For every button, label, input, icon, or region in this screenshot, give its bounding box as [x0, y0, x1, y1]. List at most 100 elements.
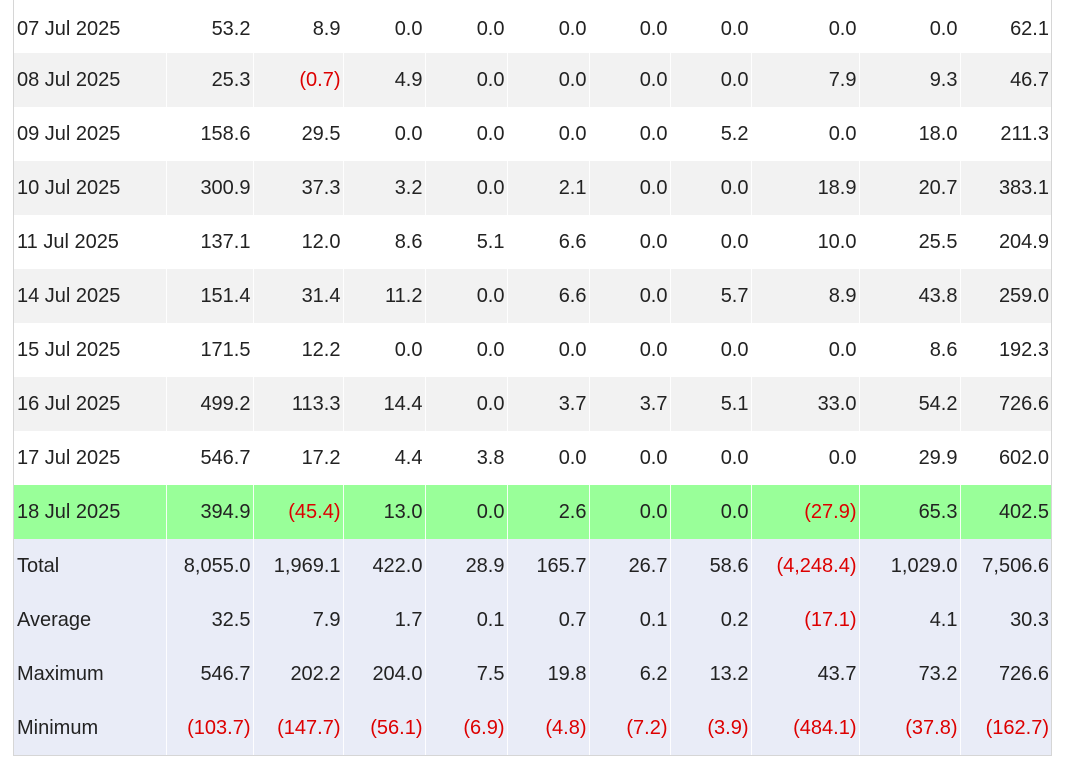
value-cell: (147.7) [253, 701, 344, 755]
average-row: Average 32.5 7.9 1.7 0.1 0.7 0.1 0.2 (17.1) 4.1 30… [14, 593, 1051, 647]
value-cell: 192.3 [960, 323, 1051, 377]
value-cell: 0.2 [670, 593, 752, 647]
value-cell: 0.0 [425, 323, 508, 377]
value-cell: 0.0 [589, 215, 671, 269]
value-cell: 8.9 [751, 269, 860, 323]
row-label: Minimum [14, 701, 167, 755]
value-cell: 20.7 [859, 161, 961, 215]
row-label: 17 Jul 2025 [14, 431, 167, 485]
table-row: 15 Jul 2025 171.5 12.2 0.0 0.0 0.0 0.0 0.0 0.0 8.… [14, 323, 1051, 377]
value-cell: 10.0 [751, 215, 860, 269]
row-label: 10 Jul 2025 [14, 161, 167, 215]
value-cell: 0.0 [425, 485, 508, 539]
value-cell: 394.9 [166, 485, 254, 539]
row-label: 18 Jul 2025 [14, 485, 167, 539]
value-cell: 12.0 [253, 215, 344, 269]
value-cell: 25.5 [859, 215, 961, 269]
value-cell: 32.5 [166, 593, 254, 647]
value-cell: (4.8) [507, 701, 590, 755]
value-cell: 3.2 [343, 161, 426, 215]
value-cell: 0.0 [425, 0, 508, 53]
value-cell: 58.6 [670, 539, 752, 593]
value-cell: 0.0 [507, 431, 590, 485]
value-cell: 0.0 [670, 323, 752, 377]
value-cell: 0.0 [670, 431, 752, 485]
value-cell: 602.0 [960, 431, 1051, 485]
value-cell: (7.2) [589, 701, 671, 755]
value-cell: 6.6 [507, 269, 590, 323]
value-cell: 8.6 [343, 215, 426, 269]
value-cell: 7.5 [425, 647, 508, 701]
value-cell: 259.0 [960, 269, 1051, 323]
value-cell: (37.8) [859, 701, 961, 755]
value-cell: 28.9 [425, 539, 508, 593]
table-row: 08 Jul 2025 25.3 (0.7) 4.9 0.0 0.0 0.0 0.0 7.9 9.… [14, 53, 1051, 107]
value-cell: 43.7 [751, 647, 860, 701]
value-cell: 0.0 [343, 323, 426, 377]
value-cell: 3.7 [507, 377, 590, 431]
value-cell: 0.0 [425, 107, 508, 161]
value-cell: 383.1 [960, 161, 1051, 215]
value-cell: 113.3 [253, 377, 344, 431]
row-label: Maximum [14, 647, 167, 701]
flow-data-table-container: 07 Jul 2025 53.2 8.9 0.0 0.0 0.0 0.0 0.0 0.0 0.0 6… [13, 0, 1052, 756]
value-cell: 18.9 [751, 161, 860, 215]
minimum-row: Minimum (103.7) (147.7) (56.1) (6.9) (4.8) (7.… [14, 701, 1051, 755]
value-cell: 3.8 [425, 431, 508, 485]
value-cell: 33.0 [751, 377, 860, 431]
value-cell: 0.0 [589, 323, 671, 377]
value-cell: 204.0 [343, 647, 426, 701]
value-cell: 5.1 [425, 215, 508, 269]
value-cell: 7,506.6 [960, 539, 1051, 593]
value-cell: 0.0 [670, 53, 752, 107]
value-cell: 29.9 [859, 431, 961, 485]
value-cell: 0.0 [343, 107, 426, 161]
value-cell: 11.2 [343, 269, 426, 323]
value-cell: (162.7) [960, 701, 1051, 755]
value-cell: 0.1 [589, 593, 671, 647]
value-cell: 151.4 [166, 269, 254, 323]
table-row: 14 Jul 2025 151.4 31.4 11.2 0.0 6.6 0.0 5.7 8.9 4… [14, 269, 1051, 323]
value-cell: 211.3 [960, 107, 1051, 161]
value-cell: 12.2 [253, 323, 344, 377]
row-label: 07 Jul 2025 [14, 0, 167, 53]
value-cell: 4.1 [859, 593, 961, 647]
value-cell: 499.2 [166, 377, 254, 431]
table-row: 07 Jul 2025 53.2 8.9 0.0 0.0 0.0 0.0 0.0 0.0 0.0 6… [14, 0, 1051, 53]
table-row: 16 Jul 2025 499.2 113.3 14.4 0.0 3.7 3.7 5.1 33.… [14, 377, 1051, 431]
value-cell: 165.7 [507, 539, 590, 593]
value-cell: 17.2 [253, 431, 344, 485]
value-cell: 0.0 [507, 323, 590, 377]
value-cell: 3.7 [589, 377, 671, 431]
value-cell: 202.2 [253, 647, 344, 701]
maximum-row: Maximum 546.7 202.2 204.0 7.5 19.8 6.2 13.2 43.7… [14, 647, 1051, 701]
value-cell: 158.6 [166, 107, 254, 161]
value-cell: 300.9 [166, 161, 254, 215]
row-label: 16 Jul 2025 [14, 377, 167, 431]
value-cell: 1.7 [343, 593, 426, 647]
row-label: 14 Jul 2025 [14, 269, 167, 323]
row-label: Average [14, 593, 167, 647]
value-cell: 8.6 [859, 323, 961, 377]
value-cell: 62.1 [960, 0, 1051, 53]
value-cell: 73.2 [859, 647, 961, 701]
value-cell: 0.0 [859, 0, 961, 53]
value-cell: 13.0 [343, 485, 426, 539]
value-cell: 0.0 [589, 485, 671, 539]
value-cell: 31.4 [253, 269, 344, 323]
value-cell: 0.0 [589, 269, 671, 323]
value-cell: 0.0 [425, 161, 508, 215]
value-cell: 0.0 [589, 107, 671, 161]
row-label: 11 Jul 2025 [14, 215, 167, 269]
value-cell: 0.0 [343, 0, 426, 53]
value-cell: 0.7 [507, 593, 590, 647]
value-cell: 43.8 [859, 269, 961, 323]
value-cell: 1,029.0 [859, 539, 961, 593]
total-row: Total 8,055.0 1,969.1 422.0 28.9 165.7 26.7 58.… [14, 539, 1051, 593]
value-cell: 546.7 [166, 431, 254, 485]
value-cell: 0.0 [589, 161, 671, 215]
value-cell: (6.9) [425, 701, 508, 755]
value-cell: 9.3 [859, 53, 961, 107]
value-cell: (45.4) [253, 485, 344, 539]
value-cell: 4.9 [343, 53, 426, 107]
